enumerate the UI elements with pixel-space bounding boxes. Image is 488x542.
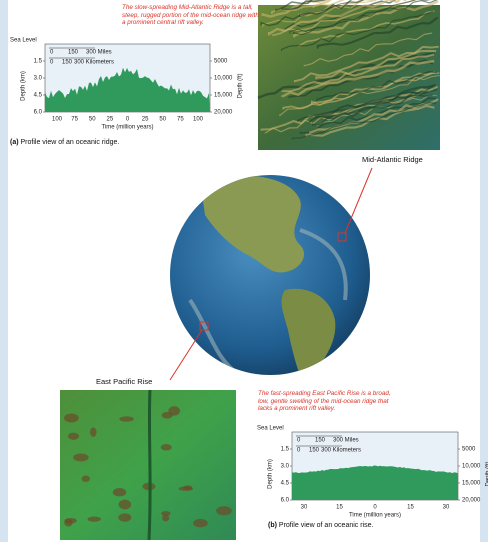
y-tick-label: 1.5: [34, 59, 43, 65]
seamount: [119, 500, 132, 510]
y2-tick-label: 15,000: [214, 93, 233, 99]
sea-level: Sea Level: [257, 426, 284, 432]
seamount: [73, 453, 88, 461]
y-tick-label: 3.0: [34, 76, 43, 82]
x-axis-label: Time (million years): [349, 513, 401, 519]
sea-level: Sea Level: [10, 38, 37, 44]
image-label: East Pacific Rise: [96, 377, 152, 386]
x-tick-label: 25: [107, 117, 114, 123]
x-tick-label: 100: [52, 117, 63, 123]
y-tick-label: 4.5: [34, 93, 43, 99]
leader-line: [345, 168, 372, 233]
caption-label: (a): [10, 139, 19, 146]
y2-tick-label: 10,000: [462, 464, 481, 470]
caption: (b) Profile view of an oceanic rise.: [268, 522, 373, 529]
y2-tick-label: 5000: [462, 447, 476, 453]
y-tick-label: 4.5: [281, 481, 290, 487]
x-tick-label: 0: [373, 505, 377, 511]
y-tick-label: 3.0: [281, 464, 290, 470]
y-tick-label: 1.5: [281, 447, 290, 453]
annotation: The fast-spreading East Pacific Rise is …: [258, 390, 398, 413]
seamount: [65, 518, 77, 524]
leader-line: [170, 330, 202, 380]
scale-label: 300 Miles: [333, 438, 359, 444]
y2-tick-label: 5000: [214, 59, 228, 65]
seamount: [68, 433, 79, 440]
scale-label: 300 Kilometers: [74, 60, 114, 66]
illustration: Sea Level0150300 Miles0150300 Kilometers…: [0, 0, 488, 542]
x-tick-label: 15: [407, 505, 414, 511]
seamount: [88, 516, 101, 521]
seamount: [113, 488, 127, 496]
rift-line: [149, 390, 150, 540]
seamount: [119, 416, 134, 421]
x-tick-label: 100: [193, 117, 204, 123]
x-axis-label: Time (million years): [101, 125, 153, 131]
y2-axis-label: Depth (ft): [238, 73, 244, 98]
annotation: The slow-spreading Mid-Atlantic Ridge is…: [122, 4, 260, 27]
x-tick-label: 0: [126, 117, 130, 123]
y2-tick-label: 10,000: [214, 76, 233, 82]
seamount: [216, 506, 232, 515]
y2-tick-label: 20,000: [214, 110, 233, 116]
x-tick-label: 50: [89, 117, 96, 123]
y-tick-label: 6.0: [34, 110, 43, 116]
scale-label: 150: [68, 50, 79, 56]
scale-label: 300 Kilometers: [321, 448, 361, 454]
x-tick-label: 25: [142, 117, 149, 123]
seamount: [183, 485, 192, 490]
x-tick-label: 50: [159, 117, 166, 123]
seamount: [193, 519, 208, 527]
scale-label: 150: [309, 448, 320, 454]
image-label: Mid-Atlantic Ridge: [362, 155, 423, 164]
y-axis-label: Depth (km): [268, 459, 274, 489]
seamount: [118, 513, 131, 521]
y2-tick-label: 15,000: [462, 481, 481, 487]
y2-tick-label: 20,000: [462, 498, 481, 504]
caption-text: Profile view of an oceanic rise.: [279, 522, 374, 529]
seamount: [162, 515, 169, 522]
x-tick-label: 75: [177, 117, 184, 123]
y-axis-label: Depth (km): [21, 71, 27, 101]
x-tick-label: 30: [443, 505, 450, 511]
seamount: [64, 413, 79, 422]
figure: Sea Level0150300 Miles0150300 Kilometers…: [0, 0, 488, 542]
y-tick-label: 6.0: [281, 498, 290, 504]
seamount: [162, 412, 173, 419]
x-tick-label: 75: [71, 117, 78, 123]
seamount: [82, 476, 90, 482]
caption: (a) Profile view of an oceanic ridge.: [10, 139, 119, 146]
seamount: [161, 444, 172, 451]
seamount: [90, 427, 96, 437]
scale-label: 150: [62, 60, 73, 66]
scale-label: 150: [315, 438, 326, 444]
x-tick-label: 30: [301, 505, 308, 511]
scale-label: 300 Miles: [86, 50, 112, 56]
caption-text: Profile view of an oceanic ridge.: [21, 139, 120, 146]
x-tick-label: 15: [336, 505, 343, 511]
caption-label: (b): [268, 522, 277, 529]
